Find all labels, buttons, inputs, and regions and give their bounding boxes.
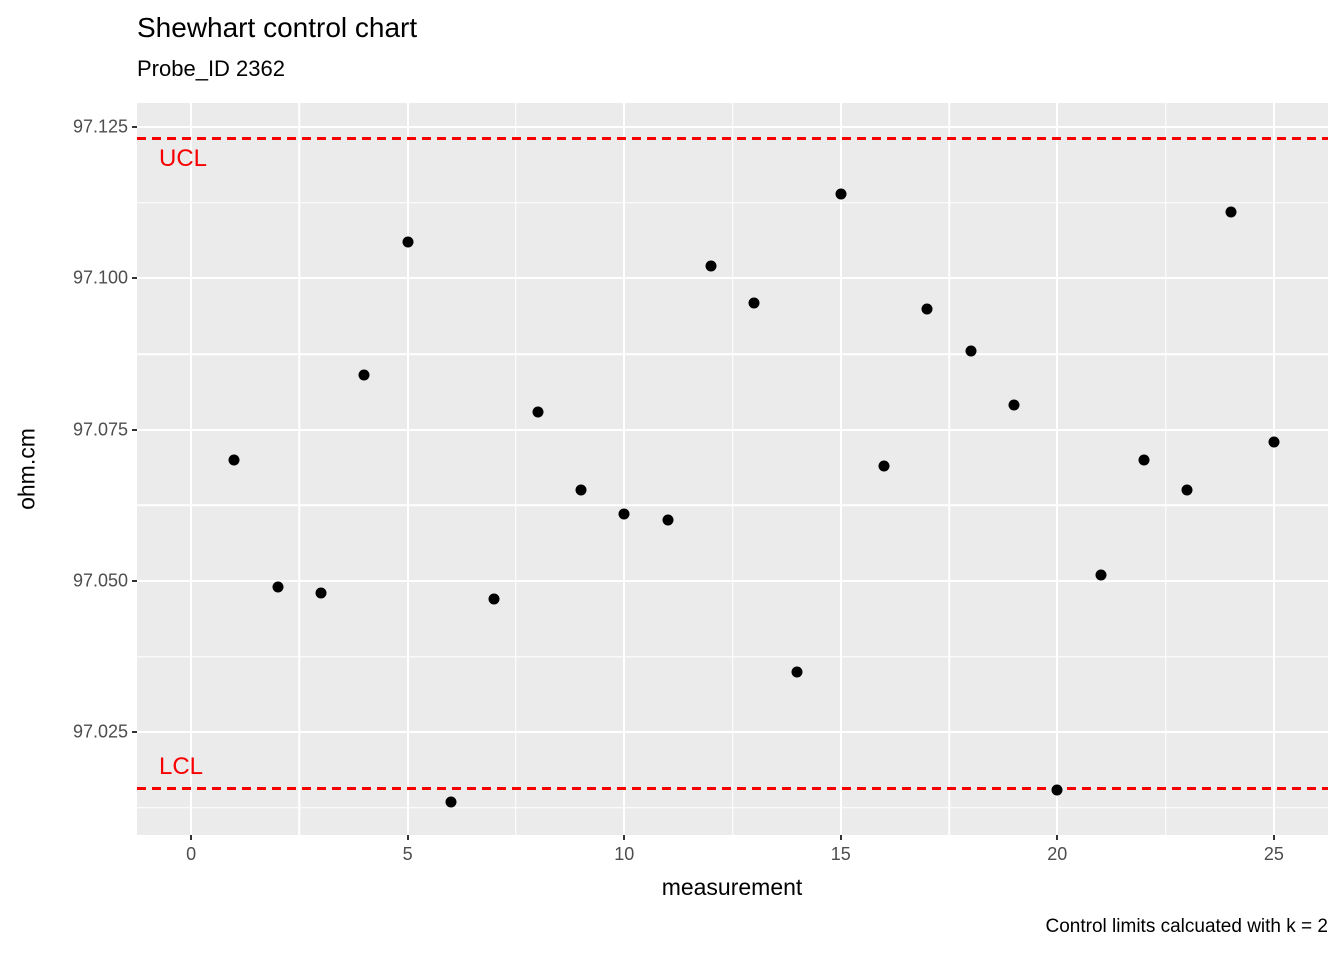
- data-point: [532, 406, 544, 418]
- ucl-line: [137, 136, 1328, 140]
- y-axis-title: ohm.cm: [13, 428, 40, 510]
- x-tick-mark: [406, 835, 409, 840]
- data-point: [705, 260, 717, 272]
- y-major-gridline: [137, 126, 1328, 129]
- data-point: [748, 297, 760, 309]
- chart-caption: Control limits calcuated with k = 2: [1045, 916, 1328, 937]
- x-tick-label: 0: [186, 844, 197, 864]
- x-tick-mark: [190, 835, 193, 840]
- data-point: [618, 508, 630, 520]
- x-major-gridline: [190, 103, 193, 835]
- x-tick-label: 25: [1263, 844, 1284, 864]
- y-tick-mark: [132, 126, 137, 129]
- data-point: [358, 369, 370, 381]
- x-tick-mark: [623, 835, 626, 840]
- x-major-gridline: [623, 103, 626, 835]
- y-tick-mark: [132, 428, 137, 431]
- data-point: [791, 666, 803, 678]
- x-tick-label: 20: [1047, 844, 1068, 864]
- y-major-gridline: [137, 428, 1328, 431]
- x-tick-label: 10: [614, 844, 635, 864]
- x-major-gridline: [1056, 103, 1059, 835]
- x-tick-mark: [1056, 835, 1059, 840]
- x-tick-mark: [1272, 835, 1275, 840]
- x-major-gridline: [406, 103, 409, 835]
- data-point: [1095, 569, 1107, 581]
- data-point: [228, 454, 240, 466]
- data-point: [1268, 436, 1280, 448]
- x-tick-label: 5: [402, 844, 413, 864]
- x-tick-mark: [839, 835, 842, 840]
- chart-subtitle: Probe_ID 2362: [137, 56, 285, 81]
- data-point: [445, 796, 457, 808]
- data-point: [315, 587, 327, 599]
- lcl-label: LCL: [159, 753, 204, 781]
- data-point: [1225, 206, 1237, 218]
- x-minor-gridline: [948, 103, 950, 835]
- x-tick-label: 15: [830, 844, 851, 864]
- y-tick-label: 97.025: [72, 721, 128, 742]
- x-minor-gridline: [515, 103, 517, 835]
- y-major-gridline: [137, 731, 1328, 734]
- data-point: [1181, 484, 1193, 496]
- data-point: [835, 188, 847, 200]
- lcl-line: [137, 786, 1328, 790]
- x-minor-gridline: [1164, 103, 1167, 835]
- x-minor-gridline: [298, 103, 301, 835]
- y-tick-label: 97.100: [72, 267, 128, 288]
- data-point: [272, 581, 284, 593]
- y-tick-mark: [132, 277, 137, 280]
- chart-title: Shewhart control chart: [137, 12, 418, 43]
- data-point: [488, 593, 500, 605]
- x-axis-title: measurement: [661, 874, 803, 900]
- y-tick-mark: [132, 579, 137, 582]
- y-tick-label: 97.125: [72, 116, 128, 137]
- data-point: [1138, 454, 1150, 466]
- data-point: [921, 303, 933, 315]
- data-point: [878, 460, 890, 472]
- plot-panel: UCL LCL: [137, 103, 1328, 835]
- ucl-label: UCL: [159, 145, 208, 173]
- data-point: [1008, 399, 1020, 411]
- x-major-gridline: [839, 103, 842, 835]
- y-major-gridline: [137, 277, 1328, 280]
- y-major-gridline: [137, 579, 1328, 582]
- y-tick-label: 97.075: [72, 419, 128, 440]
- y-tick-mark: [132, 731, 137, 734]
- y-tick-label: 97.050: [72, 570, 128, 591]
- data-point: [662, 514, 674, 526]
- data-point: [965, 345, 977, 357]
- data-point: [402, 236, 414, 248]
- data-point: [1051, 784, 1063, 796]
- data-point: [575, 484, 587, 496]
- x-major-gridline: [1272, 103, 1275, 835]
- x-minor-gridline: [731, 103, 734, 835]
